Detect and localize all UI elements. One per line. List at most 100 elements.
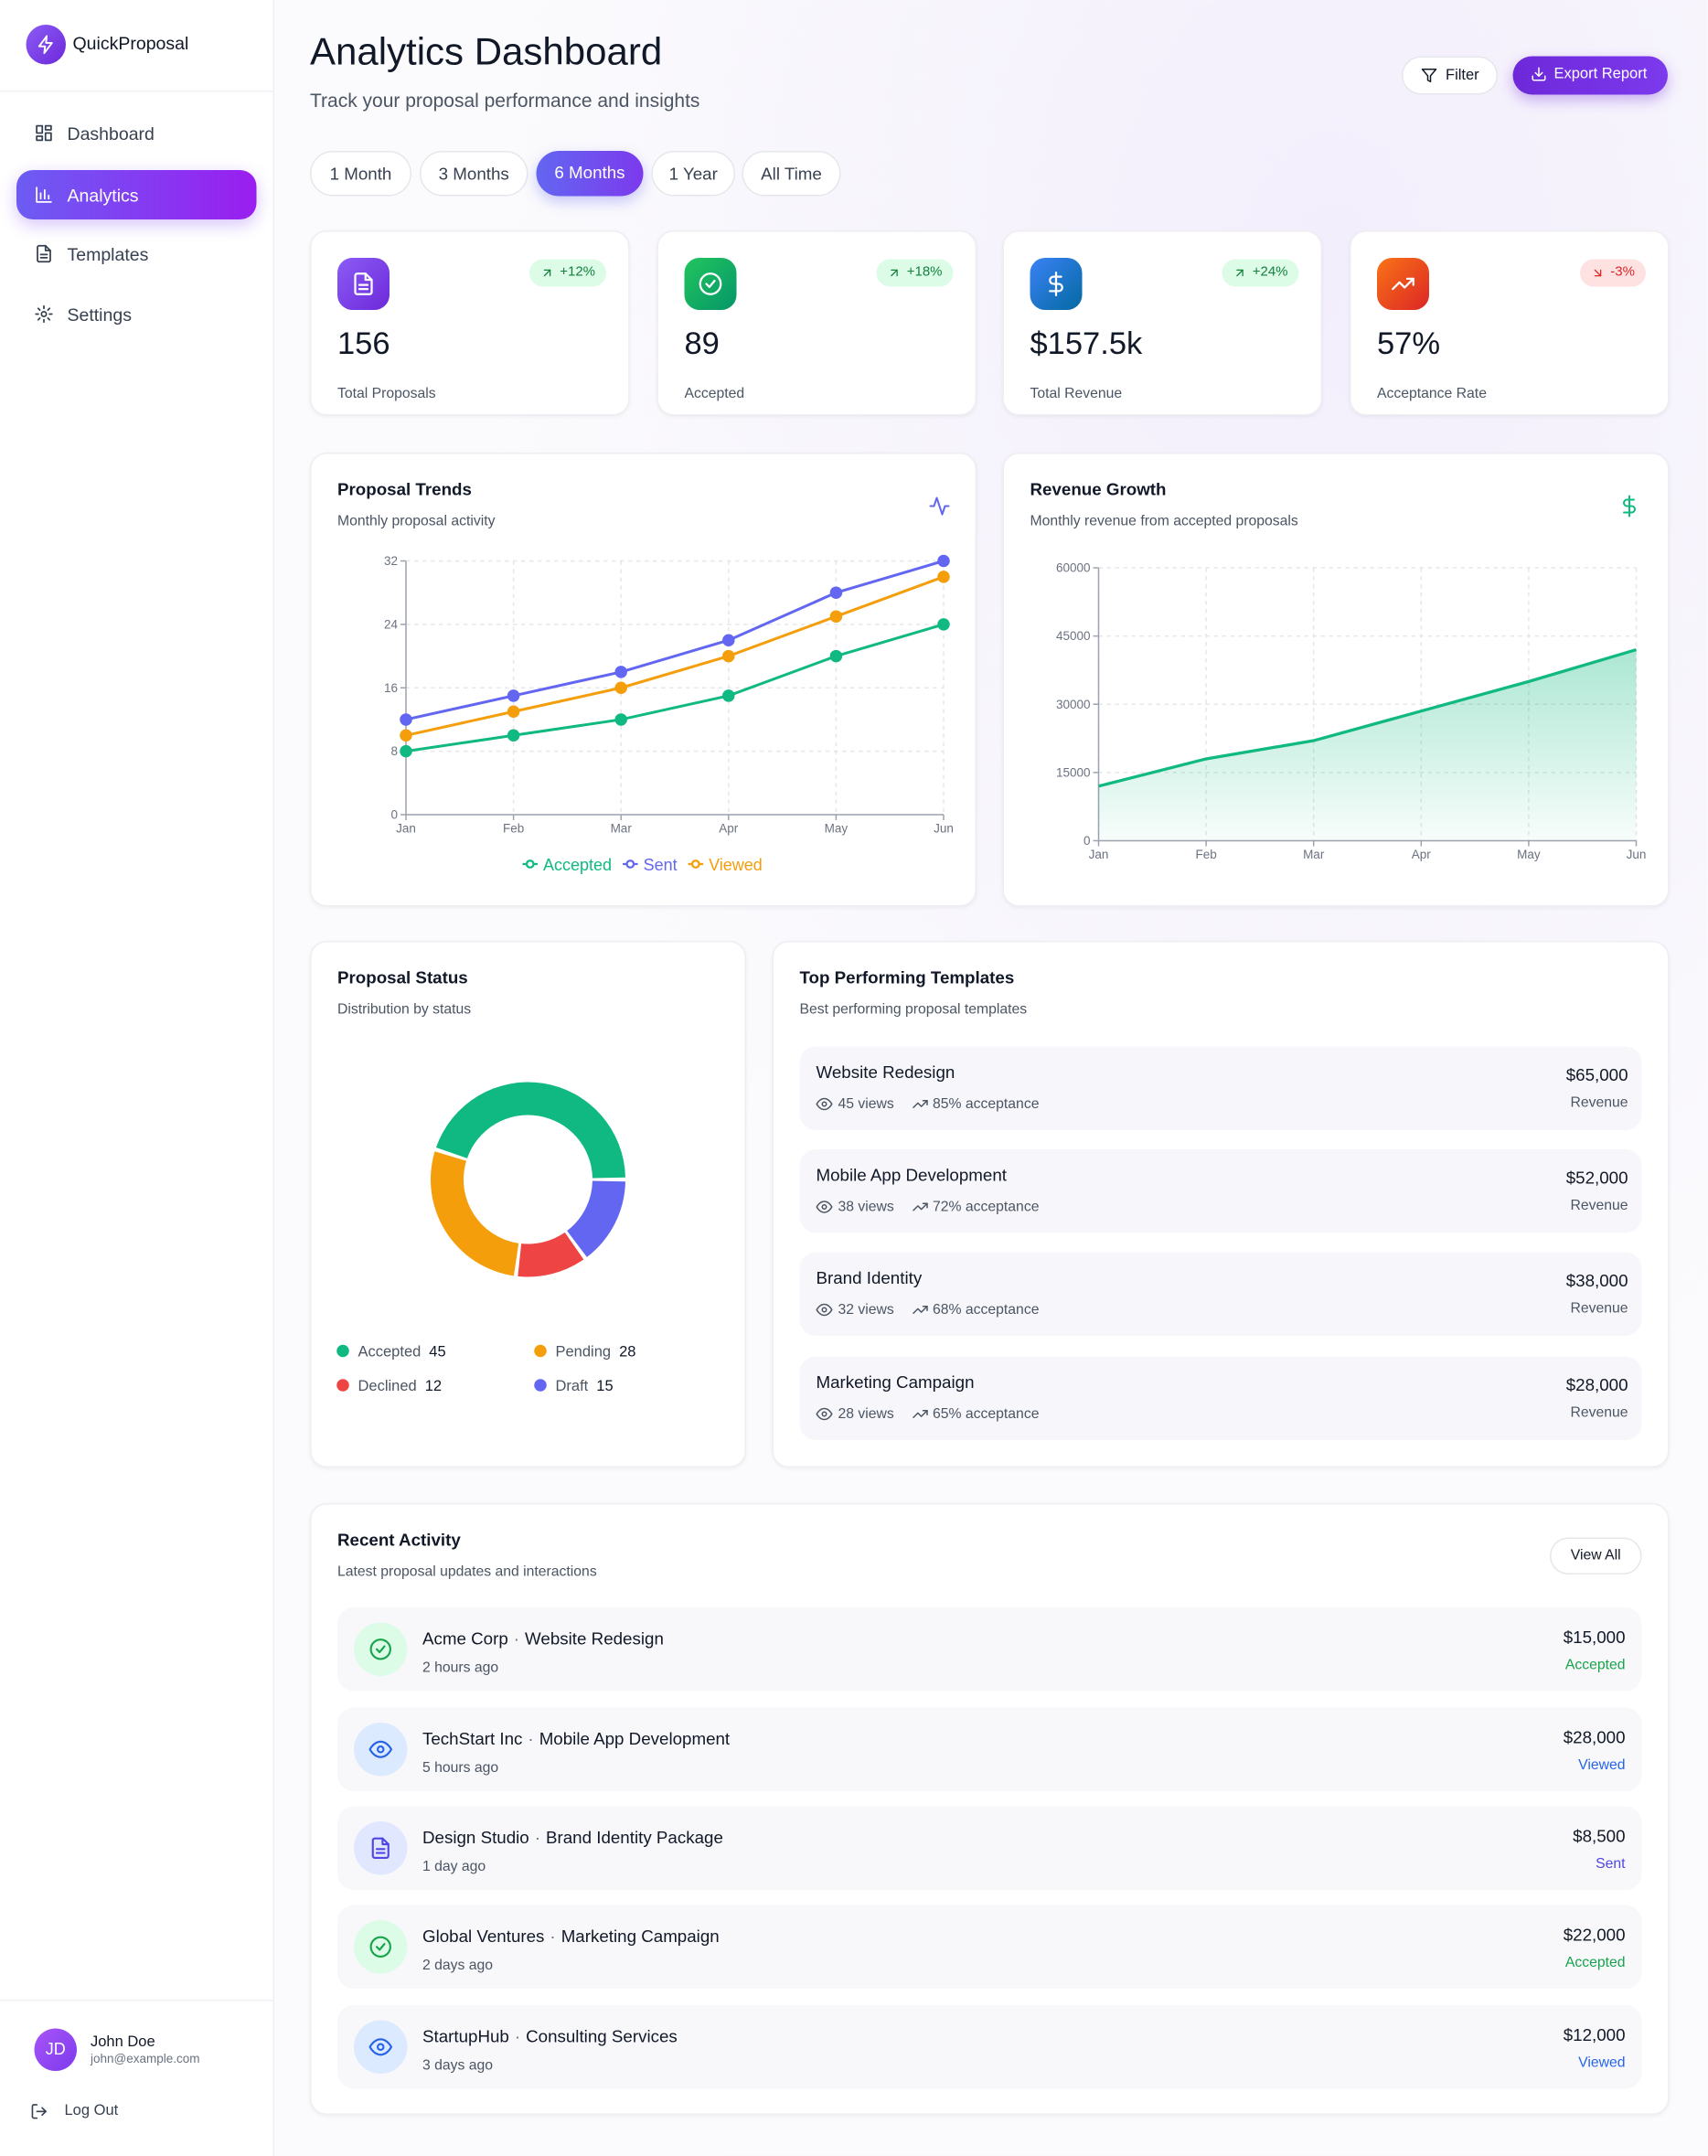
nav-label: Settings [67,304,132,326]
divider [0,91,274,92]
export-button[interactable]: Export Report [1512,56,1668,95]
template-item[interactable]: Marketing Campaign 28 views 65% acceptance… [799,1356,1642,1440]
activity-separator: · [513,1629,520,1649]
icon [891,269,898,277]
activity-client: Design Studio [422,1828,529,1848]
activity-heading: Design Studio · Brand Identity Package [422,1829,723,1848]
activity-item[interactable]: Acme Corp · Website Redesign 2 hours ago $15… [337,1607,1642,1692]
icon-part [705,280,716,288]
activity-heading: TechStart Inc · Mobile App Development [422,1730,730,1749]
user-name: John Doe [91,2033,155,2051]
stat-change-text: +18% [906,264,943,281]
activity-separator: · [550,1927,556,1947]
icon [1392,277,1414,291]
activity-client: Acme Corp [422,1629,508,1649]
icon-part [891,269,898,277]
icon [1595,269,1602,277]
icon-part [1595,269,1602,277]
period-tab[interactable]: 1 Month [310,151,411,197]
template-item[interactable]: Website Redesign 45 views 85% acceptance $6… [799,1046,1642,1130]
stat-label: Total Revenue [1030,385,1123,402]
view-all-button[interactable]: View All [1550,1537,1642,1574]
card-subtitle: Monthly proposal activity [337,513,496,529]
template-acceptance: 85% acceptance [933,1095,1040,1113]
activity-separator: · [528,1729,534,1749]
period-tab[interactable]: 6 Months [536,151,644,197]
icon-part [913,1202,928,1211]
icon-part [375,1645,386,1653]
card-title: Proposal Status [337,968,468,987]
icon-part [821,1101,827,1107]
icon [699,272,722,295]
activity-item[interactable]: Design Studio · Brand Identity Package 1 da… [337,1806,1642,1890]
activity-item[interactable]: StartupHub · Consulting Services 3 days ago… [337,2005,1642,2089]
icon-part [913,1410,928,1418]
icon-part [377,2043,385,2051]
template-item[interactable]: Mobile App Development 38 views 72% accept… [799,1149,1642,1233]
filter-button[interactable]: Filter [1402,56,1498,95]
stat-label: Total Proposals [337,385,436,402]
icon-part [36,187,52,203]
stat-change: +24% [1222,259,1299,287]
activity-separator: · [514,2027,521,2046]
view-all-label: View All [1570,1547,1621,1564]
period-tab[interactable]: 3 Months [420,151,528,197]
icon-part [1595,269,1602,277]
period-tab[interactable]: All Time [742,151,841,197]
activity-time: 2 hours ago [422,1660,499,1676]
template-name: Brand Identity [816,1268,923,1288]
chart-card: Revenue Growth Monthly revenue from accep… [1002,453,1670,907]
icon-part [1236,269,1244,277]
icon [929,496,950,516]
stat-value: 57% [1377,325,1441,361]
icon [369,1936,391,1958]
activity-time: 1 day ago [422,1858,486,1875]
activity-item[interactable]: TechStart Inc · Mobile App Development 5 ho… [337,1707,1642,1791]
activity-time: 5 hours ago [422,1759,499,1777]
icon-part [368,2038,392,2056]
template-acceptance: 68% acceptance [933,1301,1040,1318]
nav-item[interactable]: Dashboard [16,109,257,158]
activity-amount: $8,500 [1573,1827,1626,1846]
stat-card: +12% 156 Total Proposals [310,230,630,416]
icon-part [375,1943,386,1951]
icon-part [1049,275,1063,293]
activity-icon [354,1821,408,1875]
icon [354,272,373,295]
stat-change: -3% [1580,259,1646,287]
nav-label: Analytics [67,185,139,207]
icon-part [821,1411,827,1417]
icon-part [816,1303,833,1317]
stat-value: 156 [337,325,390,361]
stat-icon [1377,258,1429,310]
stat-value: $157.5k [1030,325,1143,361]
icon-part [36,124,44,134]
nav-item[interactable]: Templates [16,229,257,279]
icon-part [1236,269,1244,277]
activity-project: Website Redesign [525,1629,664,1649]
icon [1236,269,1244,277]
user-email: john@example.com [91,2052,200,2065]
nav-item[interactable]: Settings [16,290,257,339]
activity-amount: $12,000 [1563,2025,1626,2045]
activity-client: TechStart Inc [422,1729,523,1749]
template-item[interactable]: Brand Identity 32 views 68% acceptance $38,… [799,1252,1642,1336]
nav-item[interactable]: Analytics [16,170,257,219]
logout[interactable]: Log Out [25,2098,189,2126]
filter-label: Filter [1446,67,1479,84]
icon-part [891,269,898,277]
icon [37,35,53,55]
icon [1532,67,1546,81]
activity-time: 2 days ago [422,1957,494,1974]
period-tab[interactable]: 1 Year [651,151,735,197]
icon [913,1202,928,1211]
template-revenue: $38,000 [1565,1271,1628,1291]
card-title: Recent Activity [337,1531,461,1550]
template-views: 32 views [838,1301,894,1318]
stat-card: +24% $157.5k Total Revenue [1002,230,1322,416]
activity-project: Consulting Services [526,2027,678,2046]
card-subtitle: Distribution by status [337,1001,472,1018]
icon-part [35,304,53,324]
icon [1049,272,1063,296]
activity-item[interactable]: Global Ventures · Marketing Campaign 2 days… [337,1905,1642,1989]
